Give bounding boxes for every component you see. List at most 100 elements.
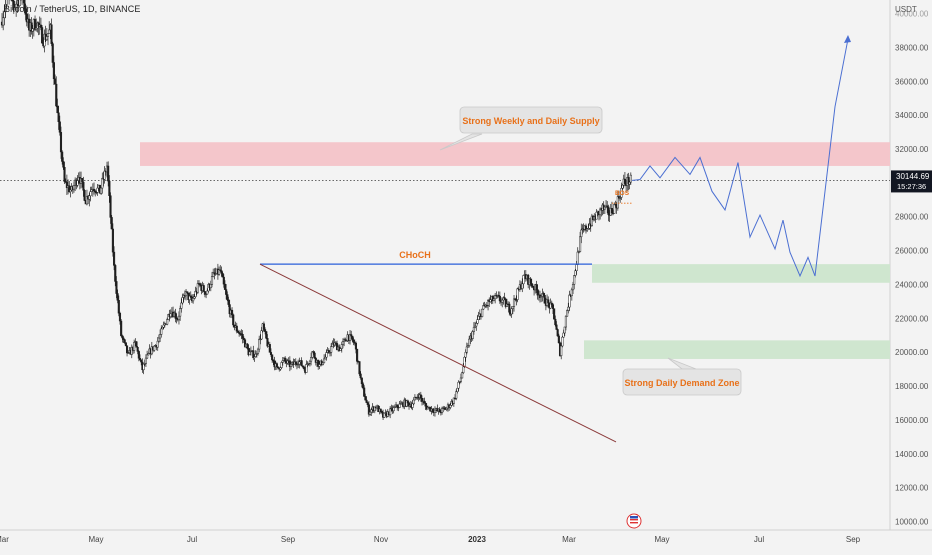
candle-body <box>279 367 282 370</box>
candle-body <box>561 336 564 347</box>
candle-body <box>373 406 376 412</box>
candle-body <box>31 28 34 32</box>
last-price-tag-bg <box>891 170 932 193</box>
candle-body <box>580 229 583 238</box>
time-tick-label: Jul <box>187 535 197 544</box>
candle-body <box>281 360 284 363</box>
candle-body <box>82 181 85 191</box>
candle-body <box>325 352 328 358</box>
candle-body <box>550 302 553 305</box>
candle-body <box>462 366 465 374</box>
candle-body <box>280 362 283 368</box>
candle-body <box>584 225 588 231</box>
candle-body <box>494 295 497 300</box>
candle-body <box>81 178 84 183</box>
candle-body <box>361 383 365 389</box>
candle-body <box>588 223 591 229</box>
candle-body <box>231 309 234 316</box>
candle-body <box>365 399 368 403</box>
candle-body <box>426 407 429 410</box>
demand-zone-upper[interactable] <box>592 264 890 283</box>
candle-body <box>441 407 444 413</box>
price-tick-label: 34000.00 <box>895 111 929 120</box>
ideas-icon-stripe <box>630 522 638 524</box>
candle-body <box>83 190 86 201</box>
candle-body <box>505 303 508 307</box>
candle-body <box>117 300 120 314</box>
candle-body <box>130 347 133 355</box>
candle-body <box>564 315 567 328</box>
candle-body <box>186 291 189 294</box>
candle-body <box>121 335 124 339</box>
candle-body <box>90 189 93 192</box>
candle-body <box>156 340 159 348</box>
candle-body <box>62 161 65 168</box>
candle-body <box>511 306 514 309</box>
candle-body <box>59 132 63 153</box>
price-axis-area[interactable] <box>890 0 932 550</box>
candle-body <box>227 299 230 305</box>
candle-body <box>259 338 262 341</box>
candle-body <box>358 361 361 375</box>
candle-body <box>464 352 467 358</box>
ideas-icon[interactable] <box>626 513 642 529</box>
candle-body <box>554 318 557 326</box>
candle-body <box>411 403 414 408</box>
candle-body <box>458 381 461 383</box>
candle-body <box>481 308 484 317</box>
demand-zone-lower[interactable] <box>584 340 890 359</box>
candle-body <box>302 366 306 369</box>
projection-line[interactable] <box>631 38 849 278</box>
candle-body <box>12 0 15 6</box>
candle-body <box>540 296 543 298</box>
candle-body <box>142 363 145 371</box>
demand-callout[interactable]: Strong Daily Demand Zone <box>622 357 742 396</box>
candle-body <box>69 189 72 193</box>
candle-body <box>294 361 297 365</box>
candle-body <box>50 24 53 44</box>
candle-body <box>212 272 215 277</box>
candle-body <box>41 27 44 44</box>
candle-body <box>160 328 163 335</box>
trendline[interactable] <box>259 263 617 443</box>
supply-zone[interactable] <box>140 142 890 166</box>
time-tick-label: May <box>88 535 103 544</box>
candle-body <box>405 400 408 407</box>
candle-body <box>487 299 490 306</box>
candle-body <box>94 190 97 193</box>
candle-body <box>367 404 370 415</box>
candle-body <box>124 342 127 346</box>
candle-body <box>222 276 225 285</box>
candle-body <box>457 381 460 389</box>
candle-body <box>228 304 231 315</box>
candle-body <box>530 283 533 287</box>
candle-body <box>363 387 366 397</box>
supply-callout[interactable]: Strong Weekly and Daily Supply <box>439 106 603 151</box>
candle-body <box>35 27 38 30</box>
candle-body <box>260 330 263 340</box>
candle-body <box>56 105 59 114</box>
candle-body <box>560 345 563 356</box>
candle-body <box>542 293 545 296</box>
candle-body <box>88 195 91 200</box>
candle-body <box>92 188 96 192</box>
time-tick-label: Mar <box>0 535 9 544</box>
candle-body <box>321 362 324 365</box>
price-tick-label: 32000.00 <box>895 145 929 154</box>
candle-body <box>226 294 229 301</box>
candle-body <box>613 204 616 214</box>
candle-body <box>272 359 275 362</box>
time-tick-label: Jul <box>754 535 764 544</box>
candle-body <box>127 352 130 354</box>
candle-body <box>236 330 240 333</box>
candle-body <box>138 357 142 360</box>
candle-body <box>48 29 51 34</box>
candle-body <box>459 377 462 382</box>
candle-body <box>595 211 598 220</box>
candle-body <box>241 334 244 339</box>
candle-body <box>607 206 610 215</box>
candle-body <box>179 308 182 317</box>
candle-body <box>383 412 386 418</box>
